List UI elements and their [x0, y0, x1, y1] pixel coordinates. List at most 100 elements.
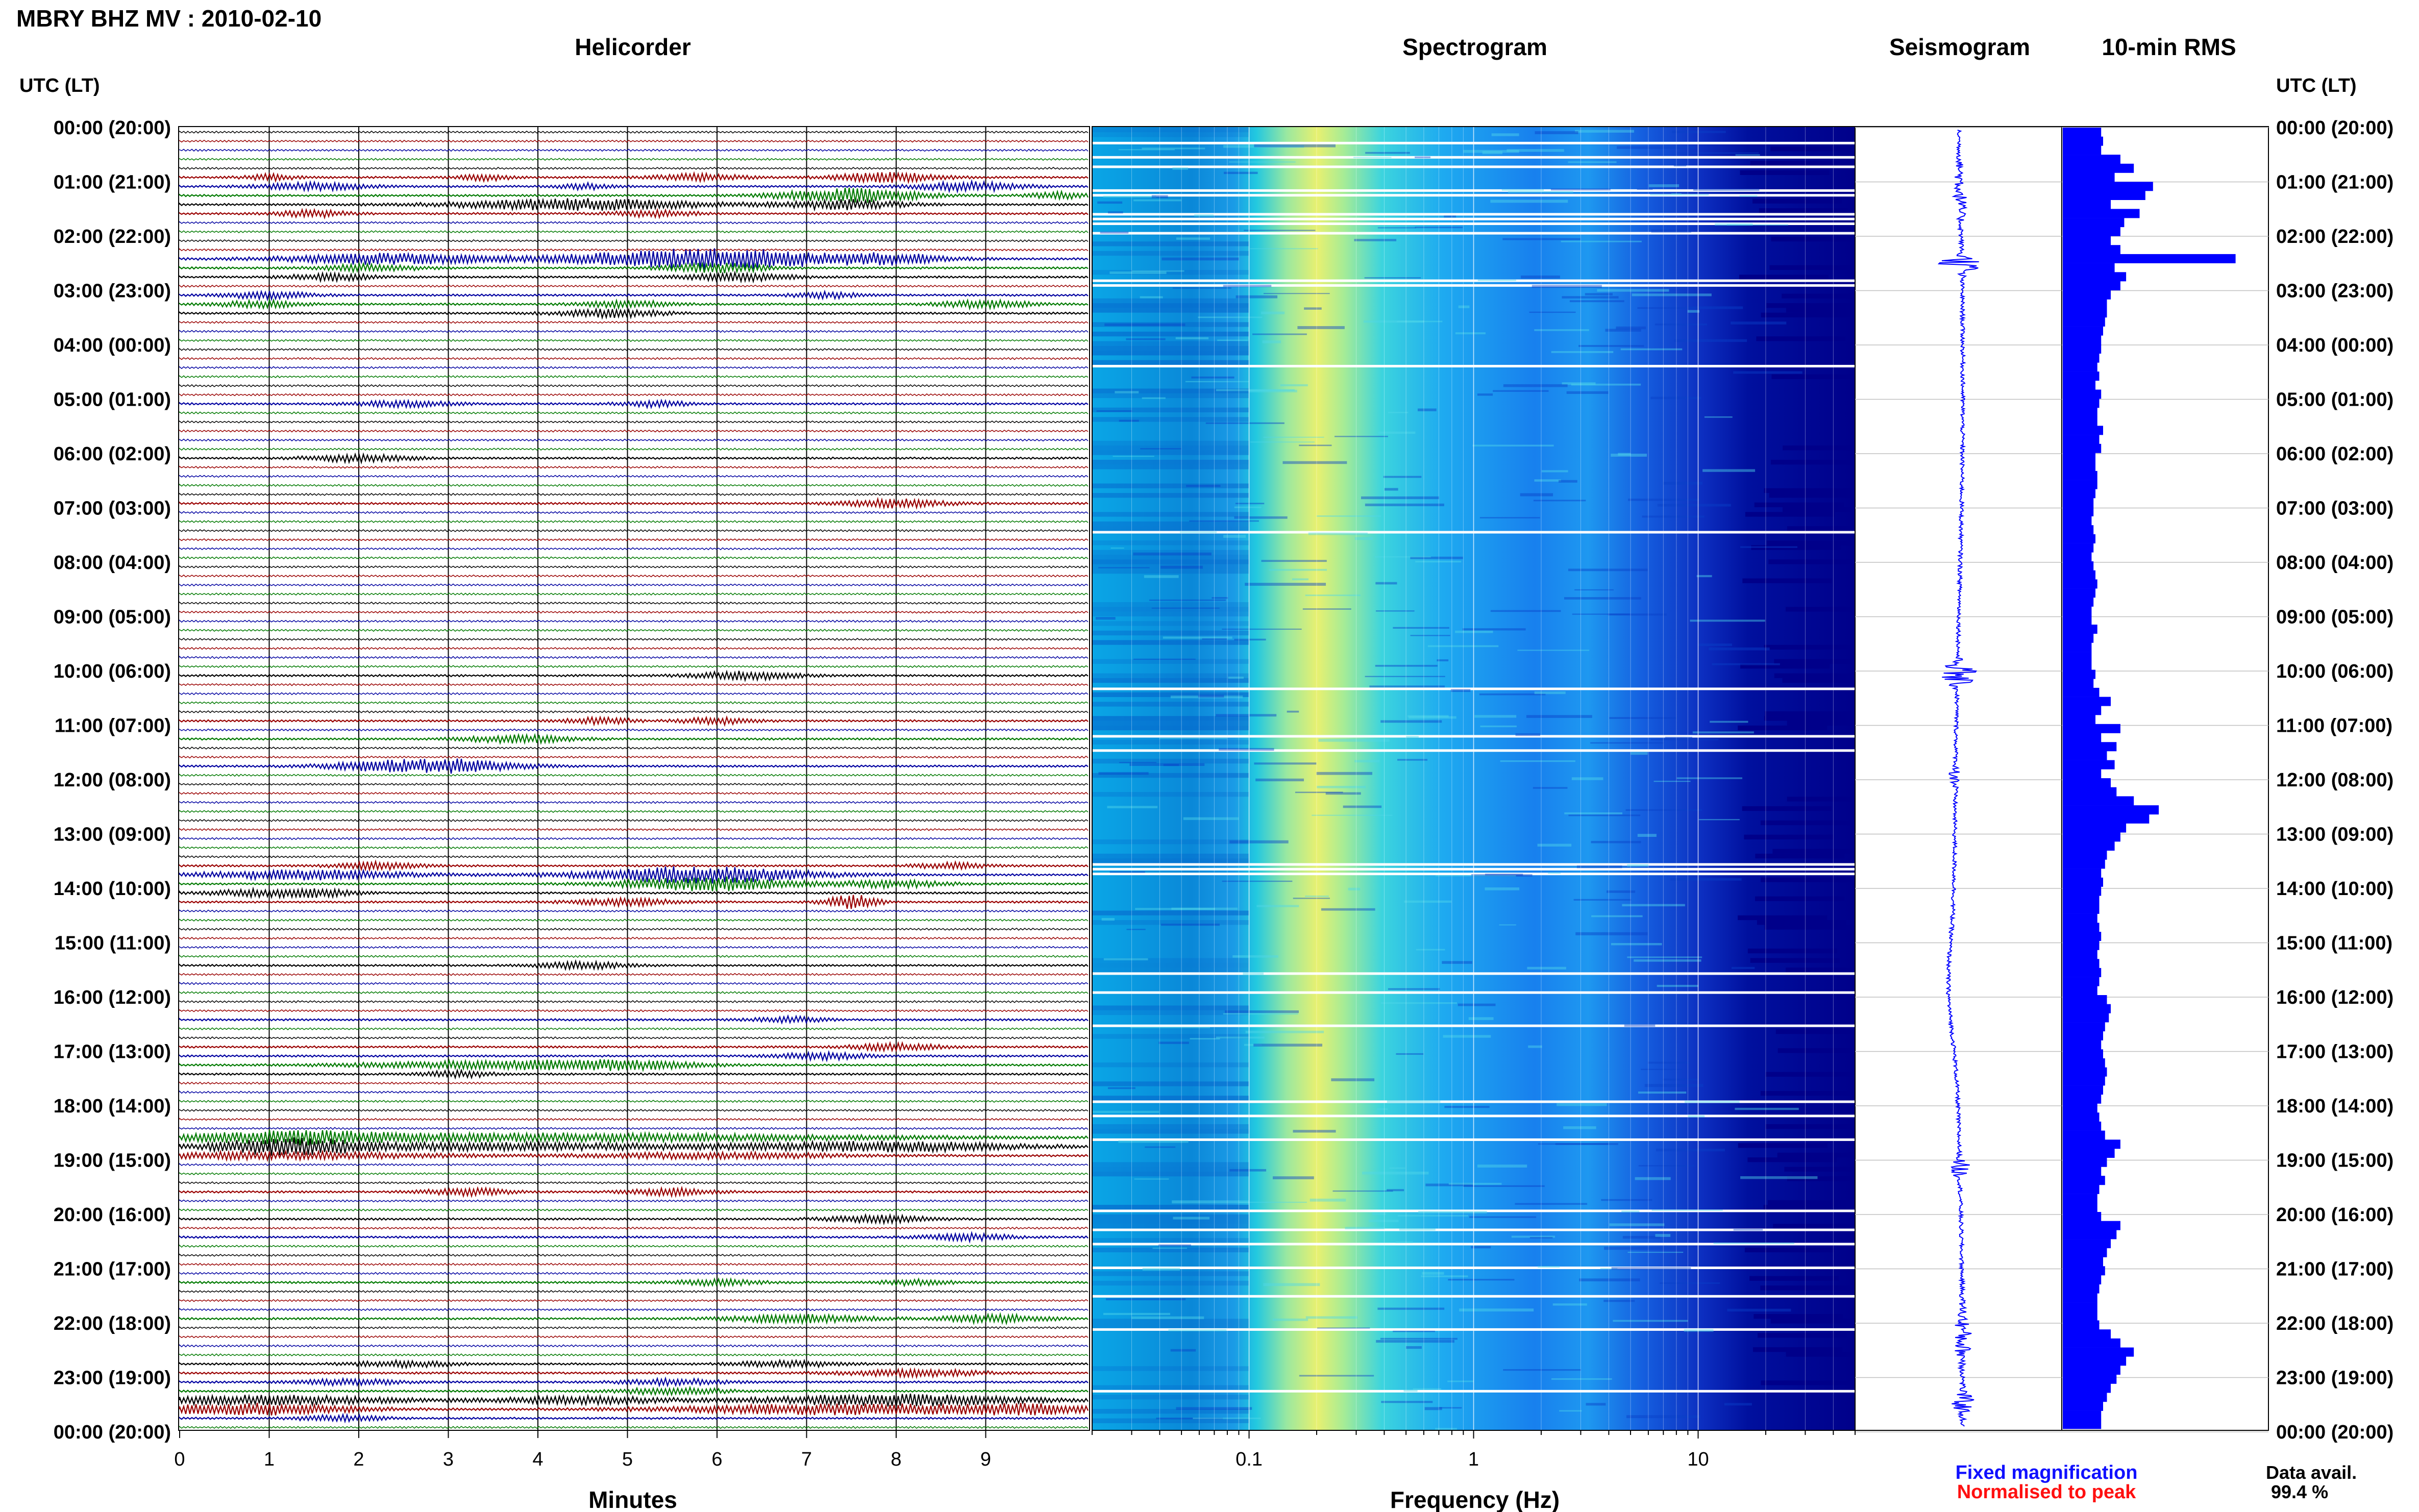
rms-bar [2063, 1420, 2102, 1429]
rms-bar [2063, 715, 2095, 724]
helicorder-trace [179, 859, 1089, 872]
spectrogram-row-low [1092, 1172, 1249, 1177]
spectrogram-streak [1709, 647, 1770, 651]
spectrogram-streak [1605, 329, 1641, 332]
spectrogram-streak [1568, 814, 1641, 816]
helicorder-trace [179, 492, 1089, 496]
spectrogram-streak [1173, 1217, 1210, 1220]
spectrogram-streak [1604, 1247, 1680, 1250]
spectrogram-streak [1559, 1410, 1582, 1412]
spectrogram-streak [1317, 1327, 1370, 1329]
helicorder-trace [179, 846, 1089, 850]
helicorder-trace [179, 483, 1089, 487]
helicorder-trace [179, 307, 1089, 320]
spectrogram-streak [1670, 878, 1742, 881]
rms-bar [2063, 823, 2127, 833]
spectrogram-streak [1627, 864, 1649, 867]
helicorder-trace [179, 1199, 1089, 1203]
time-label-left: 07:00 (03:00) [54, 498, 171, 519]
helicorder-trace [179, 886, 1089, 900]
helicorder-trace [179, 1050, 1089, 1062]
minute-tick-label: 0 [174, 1449, 185, 1470]
spectrogram-streak [1448, 1182, 1502, 1185]
spectrogram-row-low [1092, 460, 1249, 465]
helicorder-grid [268, 127, 986, 1430]
time-label-right: 05:00 (01:00) [2276, 389, 2393, 411]
spectrogram-streak [1693, 188, 1760, 191]
time-label-right: 19:00 (15:00) [2276, 1150, 2393, 1172]
spectrogram-streak [1219, 748, 1274, 751]
helicorder-trace [179, 1307, 1089, 1311]
helicorder-trace [179, 1127, 1089, 1130]
rms-bar [2063, 706, 2102, 715]
helicorder-trace [179, 148, 1089, 152]
spectrogram-row-low [1092, 445, 1249, 451]
spectrogram-row-low [1092, 1395, 1249, 1400]
spectrogram-streak [1521, 275, 1560, 279]
helicorder-trace [179, 733, 1089, 745]
rms-bar [2063, 588, 2095, 598]
spectrogram-streak [1332, 1190, 1393, 1192]
data-availability-label: Data avail. [2266, 1462, 2357, 1483]
rms-bar [2063, 1230, 2117, 1240]
time-label-left: 05:00 (01:00) [54, 389, 171, 411]
spectrogram-streak [1564, 597, 1641, 600]
spectrogram-streak [1403, 1390, 1418, 1392]
spectrogram-streak [1098, 772, 1149, 775]
spectrogram-streak [1295, 791, 1343, 794]
spectrogram-streak [1739, 195, 1758, 197]
spectrogram-streak [1388, 988, 1440, 990]
spectrogram-streak [1369, 685, 1445, 688]
spectrogram-streak [1620, 348, 1683, 351]
rms-bar [2063, 1013, 2109, 1023]
rms-bar [2063, 805, 2159, 815]
helicorder-trace [179, 991, 1089, 995]
time-label-left: 18:00 (14:00) [54, 1096, 171, 1117]
spectrogram-streak [1109, 271, 1167, 274]
minute-tick-label: 7 [801, 1449, 812, 1470]
rms-bar [2063, 570, 2095, 580]
spectrogram-streak [1118, 1140, 1189, 1143]
spectrogram-row-low [1092, 839, 1249, 845]
spectrogram-streak [1297, 326, 1345, 329]
spectrogram-row-high [1764, 925, 1854, 930]
spectrogram-row-low [1092, 1162, 1249, 1167]
spectrogram-streak [1410, 556, 1463, 559]
spectrogram-streak [1733, 371, 1803, 374]
rms-bar [2063, 462, 2095, 472]
spectrogram-streak [1364, 277, 1421, 279]
spectrogram-streak [1625, 809, 1702, 811]
spectrogram-streak [1161, 924, 1220, 926]
rms-bar [2063, 742, 2117, 752]
rms-bar [2063, 859, 2105, 869]
spectrogram-row-low [1092, 241, 1249, 246]
spectrogram-streak [1413, 1388, 1442, 1390]
data-availability-value: 99.4 % [2271, 1481, 2328, 1502]
spectrogram-streak [1601, 1199, 1652, 1201]
spectrogram-row-high [1742, 578, 1832, 583]
helicorder-trace [179, 782, 1089, 786]
spectrogram-streak [1293, 898, 1330, 899]
spectrogram-row-low [1092, 1323, 1249, 1328]
spectrogram-streak [1163, 636, 1232, 639]
frequency-tick-label: 10 [1687, 1449, 1709, 1470]
spectrogram-streak [1263, 1283, 1320, 1286]
spectrogram-streak [1591, 840, 1641, 844]
spectrogram-streak [1435, 1428, 1457, 1430]
spectrogram-streak [1637, 307, 1696, 309]
helicorder-trace [179, 1149, 1089, 1162]
rms-bar [2063, 1121, 2102, 1131]
spectrogram-streak [1142, 147, 1205, 150]
time-label-right: 08:00 (04:00) [2276, 552, 2393, 574]
spectrogram-streak [1133, 552, 1212, 556]
spectrogram-streak [1310, 1198, 1346, 1202]
spectrogram-streak [1354, 239, 1397, 241]
spectrogram-row-low [1092, 512, 1249, 517]
spectrogram-streak [1503, 384, 1568, 387]
spectrogram-row-high [1768, 559, 1855, 564]
spectrogram-streak [1252, 333, 1307, 335]
utc-lt-label-left: UTC (LT) [19, 75, 100, 96]
helicorder-trace [179, 1385, 1089, 1397]
helicorder-trace [179, 610, 1089, 614]
spectrogram-streak [1232, 955, 1278, 958]
